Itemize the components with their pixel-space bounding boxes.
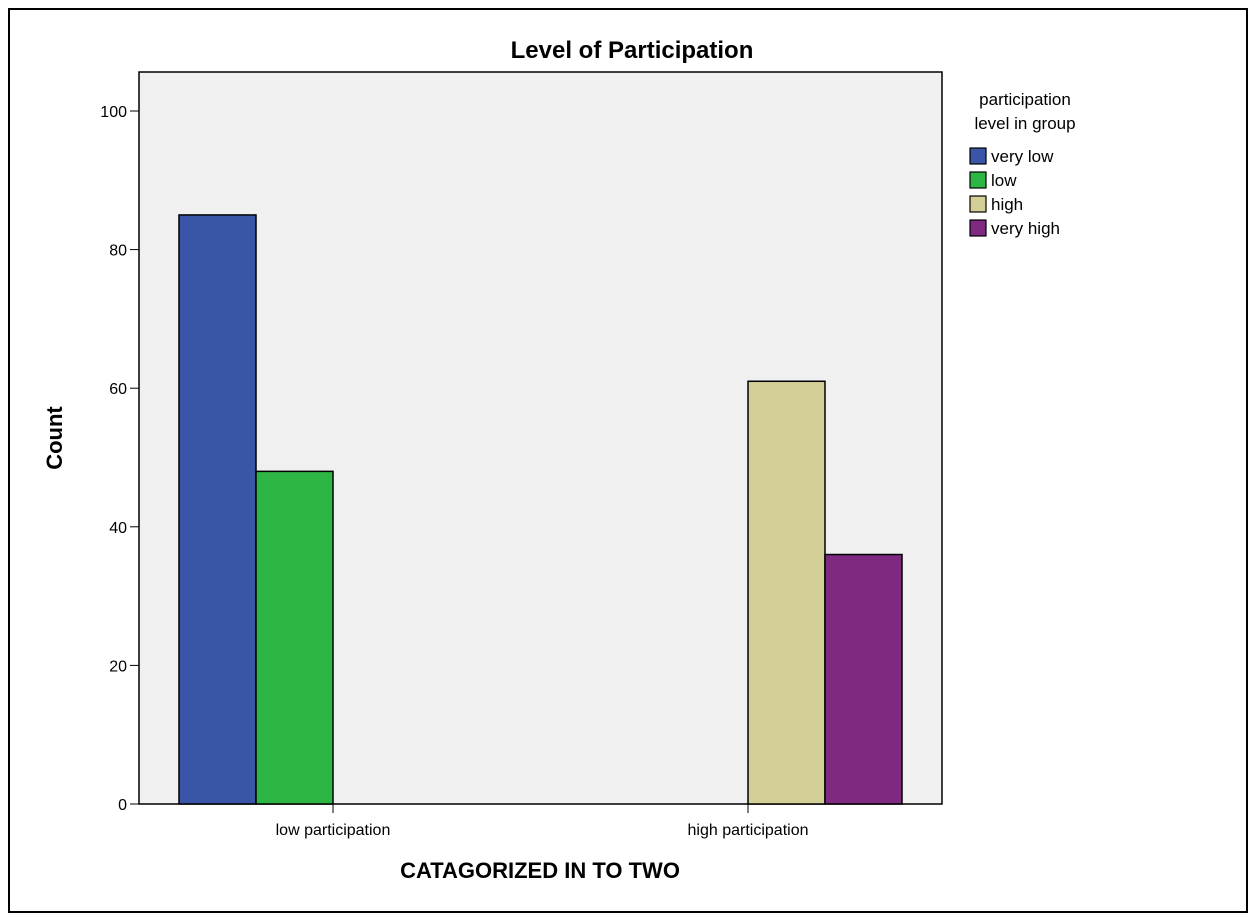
legend-label: low bbox=[991, 171, 1017, 190]
legend-label: high bbox=[991, 195, 1023, 214]
legend-label: very high bbox=[991, 219, 1060, 238]
x-axis: low participation high participation bbox=[276, 804, 809, 839]
legend-swatch bbox=[969, 195, 987, 213]
y-axis-title: Count bbox=[42, 406, 67, 470]
legend-swatch bbox=[969, 147, 987, 165]
x-tick-label: high participation bbox=[688, 822, 809, 839]
bars-group bbox=[178, 214, 903, 805]
bar-very-low bbox=[178, 214, 257, 805]
bar-very-high bbox=[824, 553, 903, 805]
legend-title-line-1: participation bbox=[979, 90, 1071, 109]
bar-high bbox=[747, 380, 826, 805]
chart-title: Level of Participation bbox=[511, 37, 754, 64]
y-tick-label: 0 bbox=[118, 797, 127, 814]
y-tick-label: 100 bbox=[100, 104, 127, 121]
y-tick-label: 40 bbox=[109, 520, 127, 537]
legend-swatch bbox=[969, 171, 987, 189]
legend: participation level in group very low low… bbox=[969, 90, 1076, 238]
y-tick-label: 80 bbox=[109, 243, 127, 260]
x-tick-label: low participation bbox=[276, 822, 391, 839]
bar-low bbox=[255, 470, 334, 805]
legend-title-line-2: level in group bbox=[974, 114, 1075, 133]
y-tick-label: 20 bbox=[109, 658, 127, 675]
y-tick-label: 60 bbox=[109, 381, 127, 398]
y-axis: 0 20 40 60 80 100 bbox=[100, 104, 139, 814]
x-axis-title: CATAGORIZED IN TO TWO bbox=[400, 858, 680, 883]
legend-label: very low bbox=[991, 147, 1054, 166]
legend-swatch bbox=[969, 219, 987, 237]
